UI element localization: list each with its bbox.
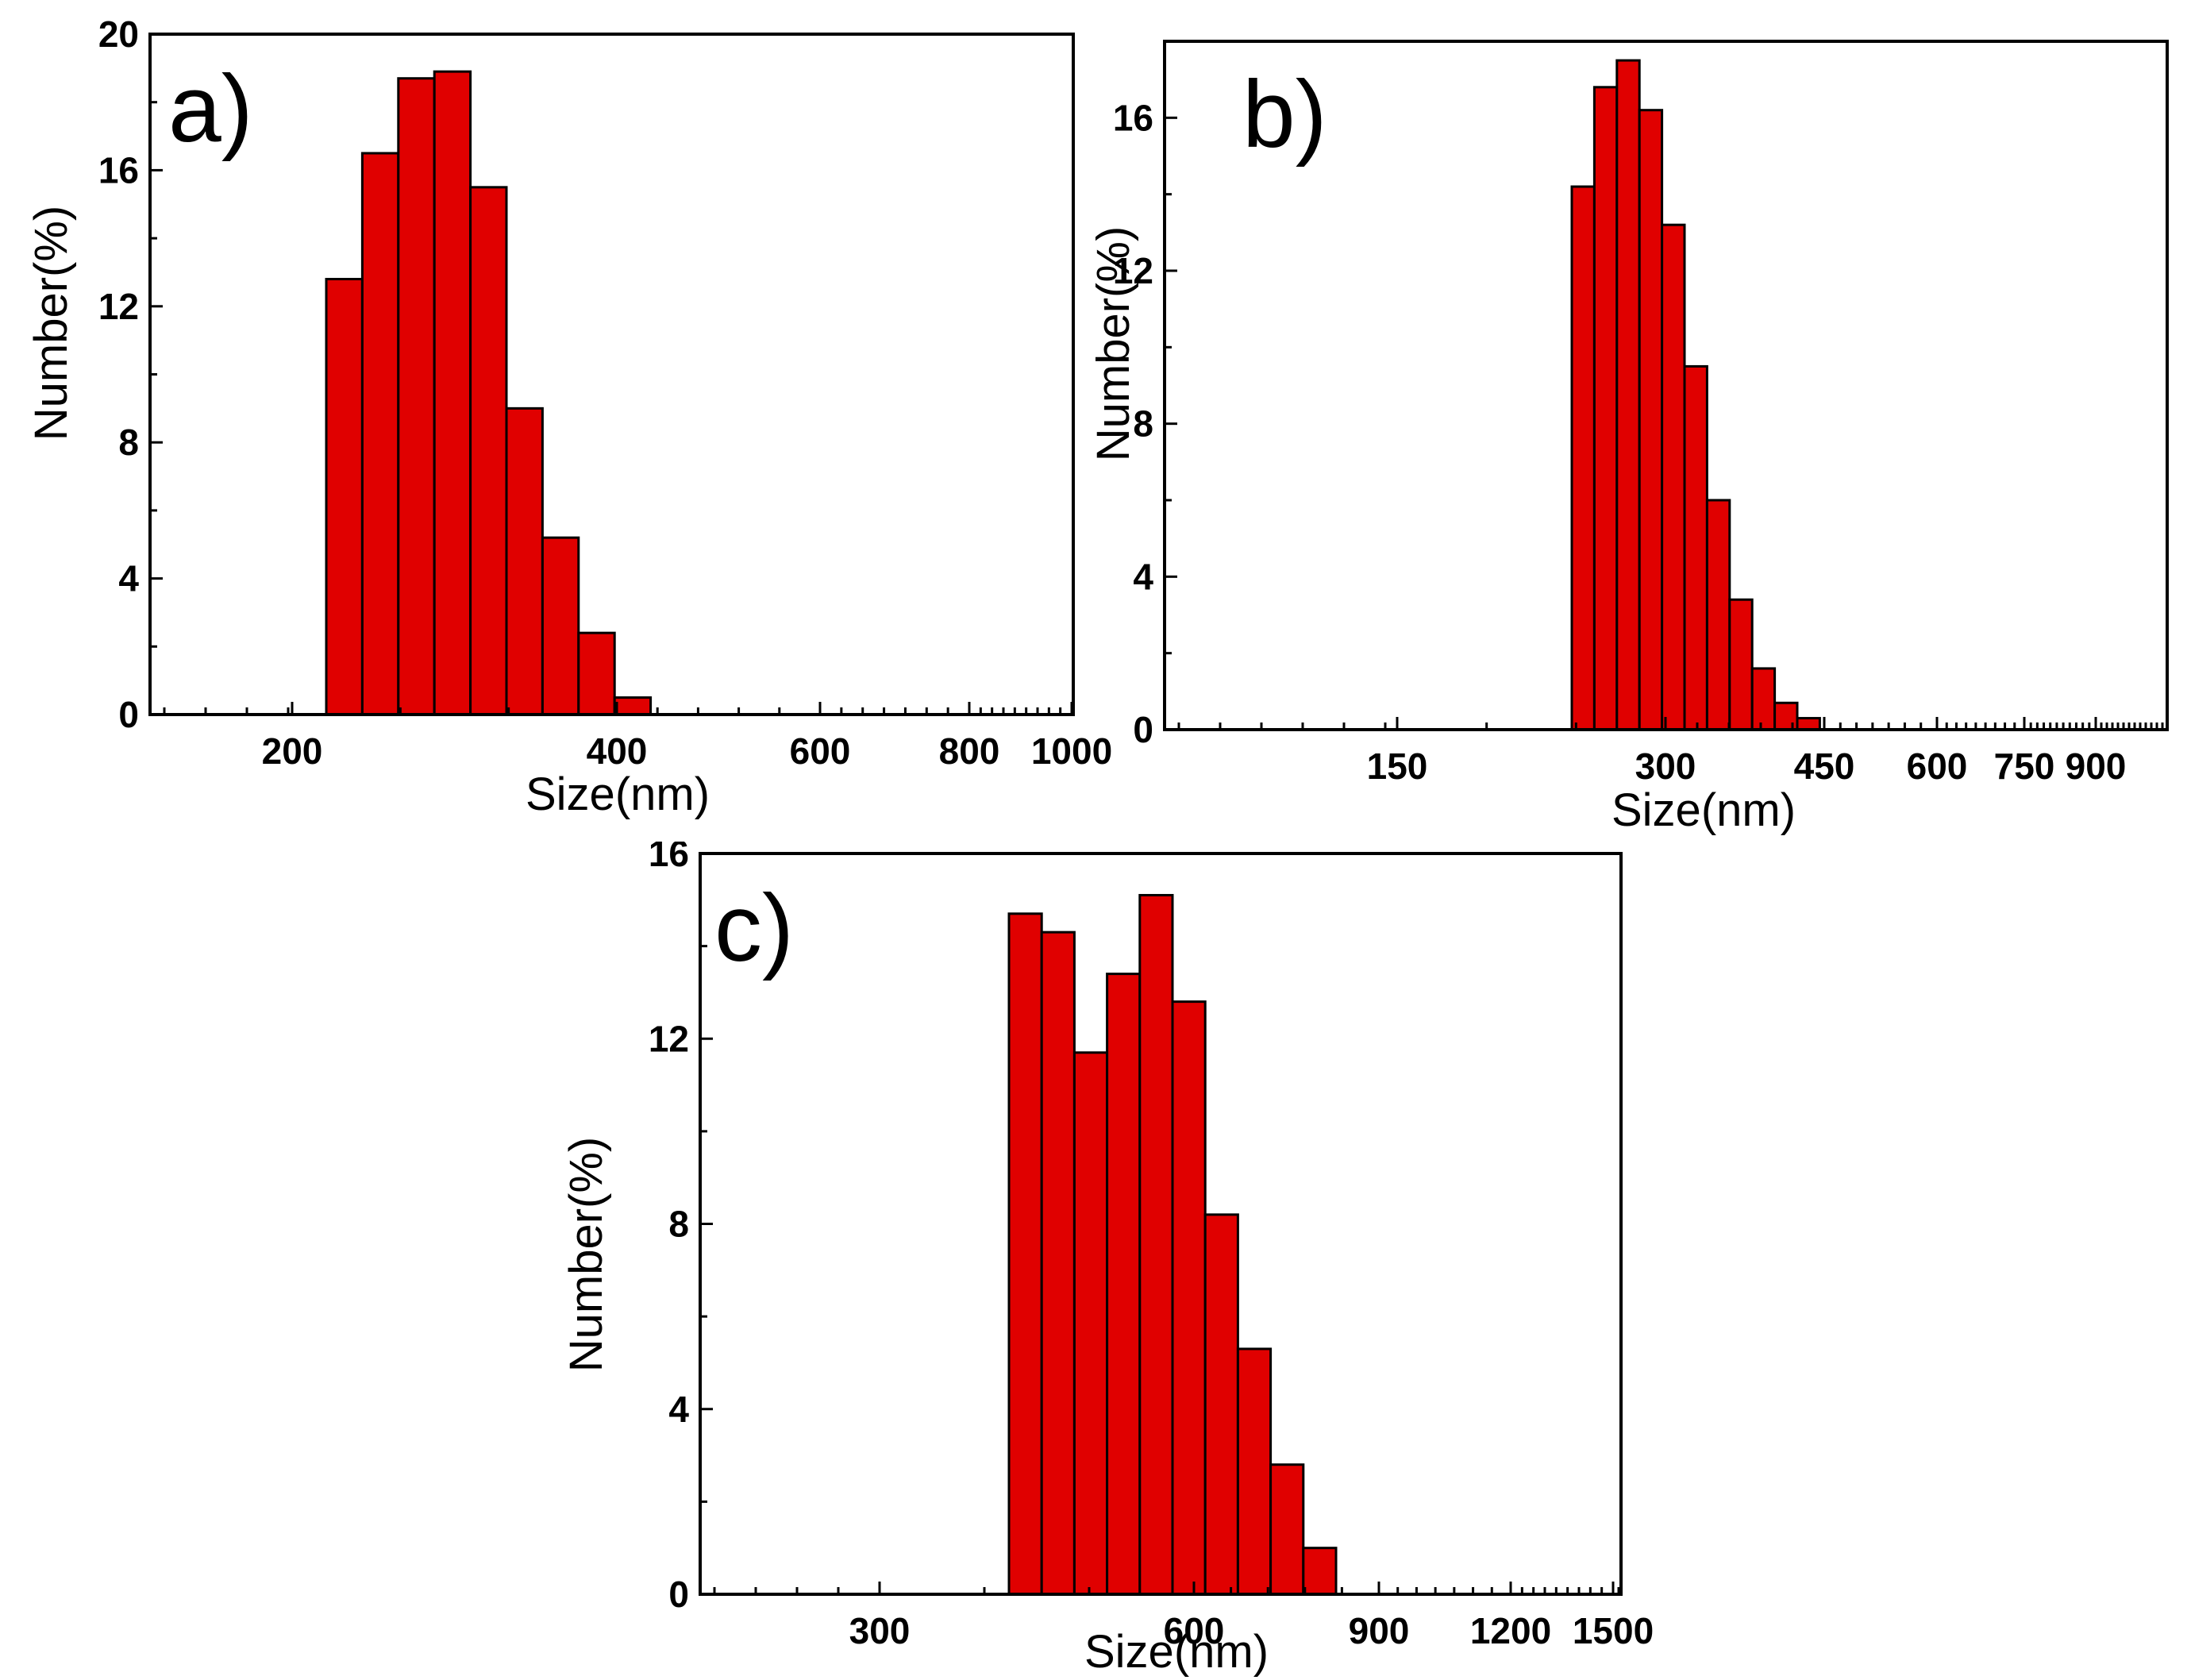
bar-a-9 <box>613 696 653 716</box>
x-tick-label-c-3: 1200 <box>1470 1610 1551 1651</box>
y-tick-label-a-4: 16 <box>98 149 139 191</box>
x-tick-label-a-3: 800 <box>939 730 1000 772</box>
y-tick-label-a-5: 20 <box>98 13 139 55</box>
bar-b-1 <box>1570 185 1596 731</box>
y-axis-title-c: Number(%) <box>560 1137 612 1373</box>
bar-b-10 <box>1773 701 1799 731</box>
bars-c <box>1007 893 1338 1596</box>
bar-a-4 <box>433 70 472 716</box>
panel-label-a: a) <box>168 56 253 162</box>
ticks-b: 0 4 8 12 16 150 300 450 600 750 900 <box>1113 97 2164 787</box>
y-tick-label-c-2: 8 <box>668 1204 689 1245</box>
bar-b-9 <box>1750 667 1777 731</box>
bar-b-4 <box>1638 109 1664 731</box>
bar-b-7 <box>1705 499 1731 731</box>
bar-a-2 <box>360 152 400 716</box>
x-tick-label-b-1: 300 <box>1635 746 1696 787</box>
y-tick-label-b-0: 0 <box>1133 709 1153 750</box>
y-tick-label-a-3: 12 <box>98 286 139 327</box>
y-axis-title-a: Number(%) <box>25 206 77 441</box>
x-tick-label-a-4: 1000 <box>1031 730 1112 772</box>
bar-c-8 <box>1236 1347 1273 1596</box>
y-tick-label-c-1: 4 <box>668 1389 689 1430</box>
x-tick-label-a-2: 600 <box>790 730 851 772</box>
panel-label-c: c) <box>714 875 794 981</box>
bar-c-2 <box>1040 931 1076 1596</box>
bar-a-7 <box>541 536 580 716</box>
bar-c-7 <box>1203 1213 1239 1596</box>
ticks-a: 0 4 8 12 16 20 200 400 600 800 1000 <box>98 13 1112 772</box>
y-tick-label-c-3: 12 <box>649 1018 689 1059</box>
y-tick-label-a-0: 0 <box>118 694 139 735</box>
bar-c-10 <box>1302 1547 1338 1596</box>
bar-a-5 <box>469 186 508 716</box>
bar-c-5 <box>1138 893 1174 1596</box>
bar-b-2 <box>1592 86 1619 731</box>
histogram-panel-a: a) Number(%) Size(nm) 0 4 8 12 16 20 200 400 600… <box>25 13 1112 820</box>
y-tick-label-b-3: 12 <box>1113 250 1153 291</box>
y-tick-label-c-4: 16 <box>649 842 689 874</box>
plot-frame-c <box>699 852 1623 1596</box>
x-tick-label-c-1: 600 <box>1164 1610 1225 1651</box>
bar-c-3 <box>1072 1051 1109 1596</box>
y-axis-title-b: Number(%) <box>1096 226 1139 462</box>
y-tick-label-c-0: 0 <box>668 1574 689 1615</box>
x-tick-label-b-3: 600 <box>1907 746 1968 787</box>
bar-b-5 <box>1661 223 1686 731</box>
plot-frame-b <box>1163 40 2169 731</box>
x-tick-label-c-2: 900 <box>1349 1610 1410 1651</box>
x-tick-label-b-4: 750 <box>1994 746 2055 787</box>
y-tick-label-a-2: 8 <box>118 422 139 463</box>
x-tick-label-a-1: 400 <box>587 730 648 772</box>
bar-c-4 <box>1106 973 1142 1596</box>
panel-label-b: b) <box>1242 61 1327 168</box>
x-tick-label-c-4: 1500 <box>1573 1610 1654 1651</box>
bars-a <box>325 70 653 716</box>
bar-c-6 <box>1171 1000 1207 1596</box>
bar-b-11 <box>1796 717 1821 731</box>
ticks-c: 0 4 8 12 16 300 600 900 1200 1500 <box>649 842 1654 1651</box>
x-tick-label-c-0: 300 <box>849 1610 911 1651</box>
bar-a-8 <box>577 631 616 716</box>
bar-b-8 <box>1728 598 1754 731</box>
bar-a-3 <box>397 77 436 716</box>
bar-c-1 <box>1007 912 1043 1596</box>
bars-b <box>1570 59 1821 731</box>
x-tick-label-b-5: 900 <box>2066 746 2127 787</box>
x-tick-label-b-2: 450 <box>1794 746 1855 787</box>
y-tick-label-b-2: 8 <box>1133 403 1153 445</box>
bar-c-9 <box>1269 1463 1305 1596</box>
x-tick-label-a-0: 200 <box>262 730 323 772</box>
plot-frame-a <box>148 33 1075 716</box>
bar-b-6 <box>1683 364 1708 731</box>
y-tick-label-b-1: 4 <box>1133 556 1153 597</box>
y-tick-label-a-1: 4 <box>118 558 139 599</box>
histogram-panel-c: c) Number(%) Size(nm) 0 4 8 12 16 300 600 900 12… <box>560 842 1654 1678</box>
x-tick-label-b-0: 150 <box>1367 746 1428 787</box>
bar-a-6 <box>505 407 544 716</box>
bar-a-1 <box>325 278 364 716</box>
x-axis-title-c: Size(nm) <box>1084 1626 1269 1678</box>
x-axis-title-b: Size(nm) <box>1611 784 1796 836</box>
y-tick-label-b-4: 16 <box>1113 97 1153 138</box>
x-axis-title-a: Size(nm) <box>526 769 710 820</box>
bar-b-3 <box>1615 59 1641 731</box>
histogram-panel-b: b) Number(%) Size(nm) 0 4 8 12 16 150 300 450 60… <box>1096 40 2169 836</box>
